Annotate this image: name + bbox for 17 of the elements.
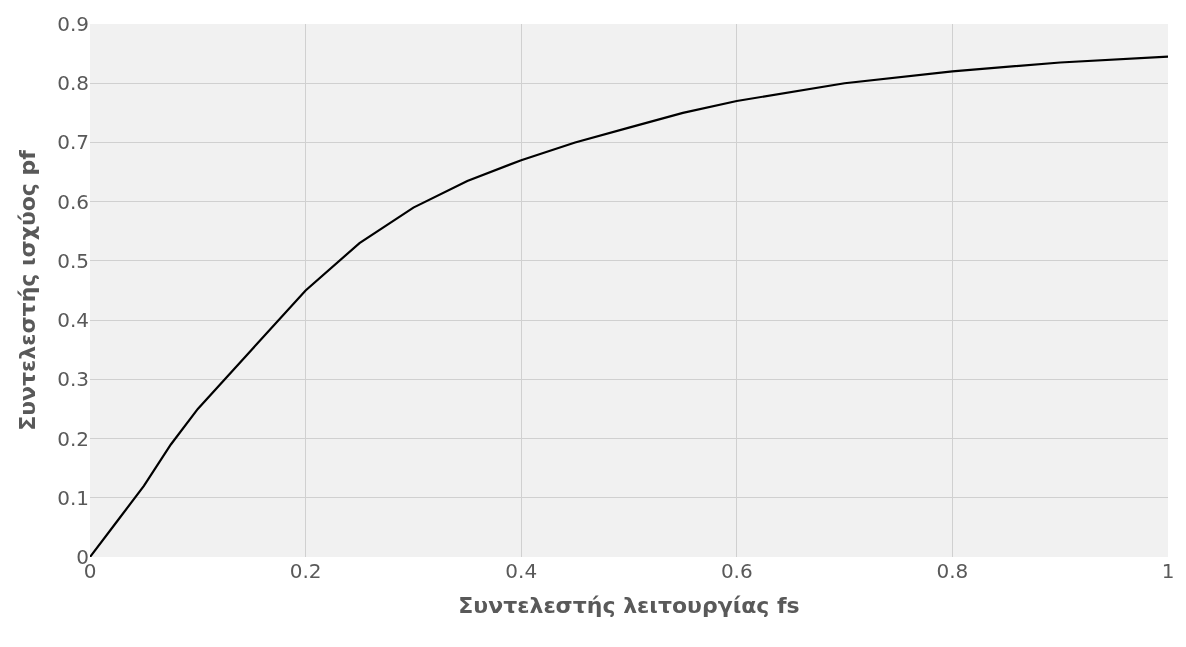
x-axis-title: Συντελεστής λειτουργίας fs: [458, 592, 800, 618]
y-tick-label: 0.2: [57, 426, 89, 451]
y-tick-label: 0.4: [57, 308, 89, 333]
x-tick-label: 0.4: [505, 559, 538, 583]
x-tick-label: 0.2: [289, 559, 322, 583]
x-tick-label: 1: [1161, 559, 1175, 583]
y-tick-label: 0.9: [57, 12, 89, 36]
y-tick-label: 0.3: [57, 367, 89, 392]
y-tick-label: 0.6: [57, 189, 89, 214]
y-tick-label: 0.5: [57, 248, 89, 273]
x-tick-label: 0.8: [936, 559, 969, 583]
line-series: [90, 55, 1168, 557]
y-tick-label: 0.7: [57, 130, 89, 155]
y-tick-label: 0.1: [57, 485, 89, 510]
y-axis-title: Συντελεστής ισχύος pf: [14, 149, 40, 431]
y-tick-label: 0.8: [57, 71, 89, 96]
x-tick-label: 0.6: [720, 559, 753, 583]
